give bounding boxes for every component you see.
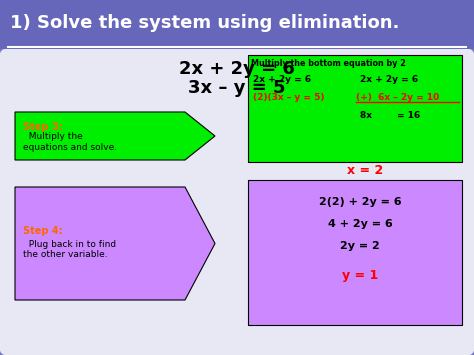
Text: 2x + 2y = 6: 2x + 2y = 6 — [360, 75, 418, 83]
Text: Multiply the bottom equation by 2: Multiply the bottom equation by 2 — [251, 59, 406, 67]
Text: 2(2) + 2y = 6: 2(2) + 2y = 6 — [319, 197, 401, 207]
Text: 4 + 2y = 6: 4 + 2y = 6 — [328, 219, 392, 229]
FancyBboxPatch shape — [0, 47, 474, 355]
Text: 1) Solve the system using elimination.: 1) Solve the system using elimination. — [10, 14, 400, 32]
Polygon shape — [15, 187, 215, 300]
Text: 3x – y = 5: 3x – y = 5 — [188, 79, 286, 97]
Text: 2x + 2y = 6: 2x + 2y = 6 — [253, 75, 311, 83]
Text: (+)  6x – 2y = 10: (+) 6x – 2y = 10 — [356, 93, 439, 102]
Text: Step 3:: Step 3: — [23, 122, 63, 132]
Text: (2)(3x – y = 5): (2)(3x – y = 5) — [253, 93, 325, 102]
FancyBboxPatch shape — [248, 180, 462, 325]
Text: Multiply the
equations and solve.: Multiply the equations and solve. — [23, 132, 117, 152]
Text: 2y = 2: 2y = 2 — [340, 241, 380, 251]
Text: Plug back in to find
the other variable.: Plug back in to find the other variable. — [23, 240, 116, 259]
Polygon shape — [15, 112, 215, 160]
Text: 2x + 2y = 6: 2x + 2y = 6 — [179, 60, 295, 78]
Text: Step 4:: Step 4: — [23, 226, 63, 236]
FancyBboxPatch shape — [248, 55, 462, 162]
Text: x = 2: x = 2 — [347, 164, 383, 176]
FancyBboxPatch shape — [0, 0, 474, 49]
Text: 8x        = 16: 8x = 16 — [360, 110, 420, 120]
Text: y = 1: y = 1 — [342, 269, 378, 283]
